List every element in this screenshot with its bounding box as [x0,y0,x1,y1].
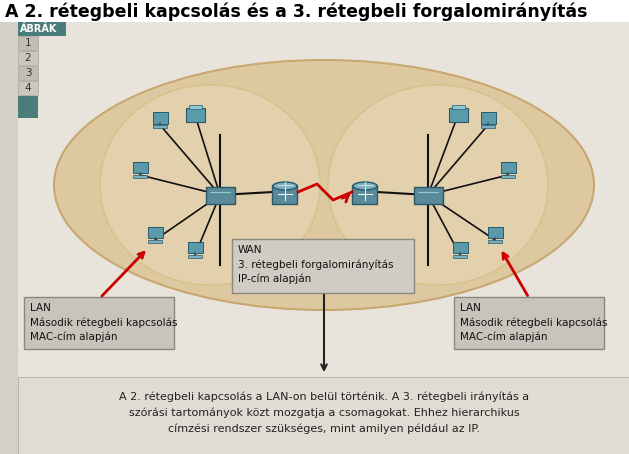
FancyBboxPatch shape [18,66,38,80]
FancyBboxPatch shape [153,125,167,128]
Ellipse shape [100,85,320,285]
FancyBboxPatch shape [186,108,204,122]
FancyBboxPatch shape [206,187,235,203]
FancyBboxPatch shape [453,255,467,258]
FancyBboxPatch shape [487,240,503,243]
FancyBboxPatch shape [18,377,629,454]
Ellipse shape [273,182,297,190]
FancyBboxPatch shape [152,112,167,123]
FancyBboxPatch shape [148,240,162,243]
FancyBboxPatch shape [18,96,38,118]
FancyBboxPatch shape [189,105,201,109]
FancyBboxPatch shape [0,0,629,22]
Text: ÁBRÁK: ÁBRÁK [20,24,57,34]
Ellipse shape [328,85,548,285]
FancyBboxPatch shape [501,162,516,173]
Text: WAN
3. rétegbeli forgalomirányítás
IP-cím alapján: WAN 3. rétegbeli forgalomirányítás IP-cí… [238,245,394,285]
FancyBboxPatch shape [413,187,442,203]
FancyBboxPatch shape [187,242,203,253]
FancyBboxPatch shape [481,125,496,128]
FancyBboxPatch shape [18,36,38,50]
FancyBboxPatch shape [481,112,496,123]
Ellipse shape [54,60,594,310]
Text: A 2. rétegbeli kapcsolás és a 3. rétegbeli forgalomirányítás: A 2. rétegbeli kapcsolás és a 3. rétegbe… [5,3,587,21]
FancyBboxPatch shape [18,81,38,95]
Ellipse shape [353,182,377,190]
Text: 1: 1 [25,38,31,48]
Text: 2: 2 [25,53,31,63]
Text: A 2. rétegbeli kapcsolás a LAN-on belül történik. A 3. rétegbeli irányítás a
szó: A 2. rétegbeli kapcsolás a LAN-on belül … [119,392,529,434]
FancyBboxPatch shape [18,22,66,36]
FancyBboxPatch shape [18,22,629,377]
FancyBboxPatch shape [272,186,298,204]
Text: 4: 4 [25,83,31,93]
FancyBboxPatch shape [133,162,147,173]
FancyBboxPatch shape [352,186,377,204]
FancyBboxPatch shape [18,51,38,65]
FancyBboxPatch shape [232,239,414,293]
FancyBboxPatch shape [452,105,464,109]
FancyBboxPatch shape [487,227,503,238]
Text: LAN
Második rétegbeli kapcsolás
MAC-cím alapján: LAN Második rétegbeli kapcsolás MAC-cím … [460,303,608,342]
FancyBboxPatch shape [452,242,467,253]
Text: LAN
Második rétegbeli kapcsolás
MAC-cím alapján: LAN Második rétegbeli kapcsolás MAC-cím … [30,303,177,342]
FancyBboxPatch shape [187,255,203,258]
FancyBboxPatch shape [147,227,162,238]
FancyBboxPatch shape [133,175,147,178]
FancyBboxPatch shape [24,297,174,349]
Text: 3: 3 [25,68,31,78]
FancyBboxPatch shape [501,175,515,178]
FancyBboxPatch shape [454,297,604,349]
FancyBboxPatch shape [448,108,467,122]
